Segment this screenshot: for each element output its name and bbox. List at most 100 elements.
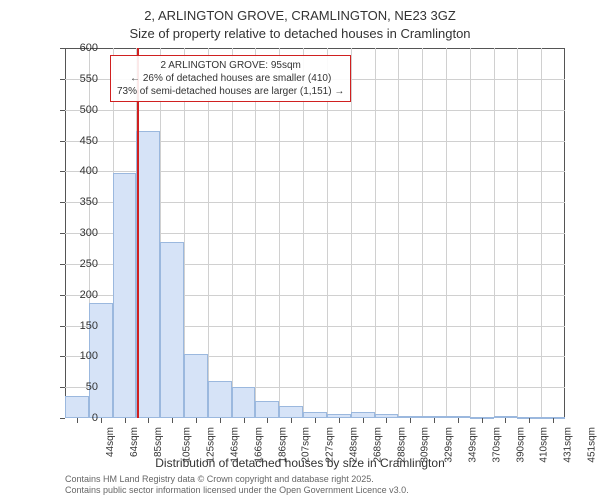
y-tick-mark <box>60 356 65 357</box>
grid-line-h <box>65 110 565 111</box>
x-tick-label: 268sqm <box>372 427 383 463</box>
x-tick-label: 309sqm <box>420 427 431 463</box>
x-tick-label: 44sqm <box>105 427 116 457</box>
marker-line <box>137 48 139 418</box>
grid-line-v <box>327 48 328 418</box>
grid-line-v <box>398 48 399 418</box>
x-tick-label: 370sqm <box>491 427 502 463</box>
x-tick-mark <box>482 418 483 423</box>
x-tick-mark <box>553 418 554 423</box>
y-tick-mark <box>60 264 65 265</box>
x-tick-mark <box>315 418 316 423</box>
annotation-line1: 2 ARLINGTON GROVE: 95sqm <box>117 59 344 72</box>
x-tick-label: 288sqm <box>396 427 407 463</box>
x-tick-mark <box>291 418 292 423</box>
chart-title: 2, ARLINGTON GROVE, CRAMLINGTON, NE23 3G… <box>0 8 600 23</box>
x-tick-mark <box>529 418 530 423</box>
y-tick-mark <box>60 141 65 142</box>
x-tick-label: 207sqm <box>301 427 312 463</box>
annotation-line2: ← 26% of detached houses are smaller (41… <box>117 72 344 85</box>
x-tick-label: 64sqm <box>129 427 140 457</box>
grid-line-v <box>375 48 376 418</box>
y-tick-label: 250 <box>68 258 98 270</box>
x-tick-mark <box>196 418 197 423</box>
histogram-bar <box>160 242 184 418</box>
grid-line-v <box>494 48 495 418</box>
y-tick-label: 300 <box>68 227 98 239</box>
x-tick-mark <box>220 418 221 423</box>
x-tick-label: 349sqm <box>468 427 479 463</box>
x-tick-mark <box>434 418 435 423</box>
x-tick-label: 186sqm <box>277 427 288 463</box>
grid-line-v <box>255 48 256 418</box>
footer-text: Contains HM Land Registry data © Crown c… <box>65 474 409 496</box>
grid-line-v <box>541 48 542 418</box>
x-tick-mark <box>363 418 364 423</box>
x-tick-mark <box>458 418 459 423</box>
x-tick-label: 248sqm <box>349 427 360 463</box>
x-tick-label: 431sqm <box>563 427 574 463</box>
y-tick-label: 450 <box>68 135 98 147</box>
y-tick-mark <box>60 326 65 327</box>
y-tick-mark <box>60 295 65 296</box>
x-tick-mark <box>244 418 245 423</box>
footer-line2: Contains public sector information licen… <box>65 485 409 496</box>
x-tick-label: 146sqm <box>230 427 241 463</box>
histogram-bar <box>255 401 279 418</box>
x-tick-mark <box>410 418 411 423</box>
y-tick-label: 500 <box>68 104 98 116</box>
histogram-bar <box>184 354 208 418</box>
grid-line-v <box>517 48 518 418</box>
x-tick-mark <box>267 418 268 423</box>
y-tick-label: 150 <box>68 320 98 332</box>
chart-container: 2, ARLINGTON GROVE, CRAMLINGTON, NE23 3G… <box>0 0 600 500</box>
x-tick-label: 166sqm <box>253 427 264 463</box>
y-tick-label: 200 <box>68 289 98 301</box>
y-tick-mark <box>60 79 65 80</box>
y-tick-label: 0 <box>68 412 98 424</box>
grid-line-v <box>303 48 304 418</box>
grid-line-v <box>351 48 352 418</box>
grid-line-v <box>470 48 471 418</box>
x-tick-mark <box>148 418 149 423</box>
grid-line-v <box>279 48 280 418</box>
y-tick-mark <box>60 110 65 111</box>
y-tick-label: 600 <box>68 42 98 54</box>
grid-line-v <box>422 48 423 418</box>
histogram-bar <box>136 131 160 418</box>
y-tick-label: 550 <box>68 73 98 85</box>
x-tick-mark <box>339 418 340 423</box>
chart-subtitle: Size of property relative to detached ho… <box>0 26 600 41</box>
x-tick-mark <box>77 418 78 423</box>
y-tick-mark <box>60 233 65 234</box>
x-tick-mark <box>386 418 387 423</box>
x-tick-mark <box>125 418 126 423</box>
x-tick-label: 329sqm <box>444 427 455 463</box>
y-tick-mark <box>60 418 65 419</box>
x-tick-label: 451sqm <box>587 427 598 463</box>
x-tick-label: 85sqm <box>153 427 164 457</box>
grid-line-v <box>446 48 447 418</box>
grid-line-v <box>208 48 209 418</box>
annotation-line3: 73% of semi-detached houses are larger (… <box>117 85 344 98</box>
x-tick-label: 125sqm <box>206 427 217 463</box>
annotation-box: 2 ARLINGTON GROVE: 95sqm ← 26% of detach… <box>110 55 351 102</box>
x-tick-label: 410sqm <box>539 427 550 463</box>
histogram-bar <box>208 381 232 418</box>
x-tick-label: 105sqm <box>182 427 193 463</box>
y-tick-label: 350 <box>68 196 98 208</box>
y-tick-label: 400 <box>68 165 98 177</box>
y-tick-mark <box>60 48 65 49</box>
footer-line1: Contains HM Land Registry data © Crown c… <box>65 474 409 485</box>
x-tick-mark <box>172 418 173 423</box>
x-tick-label: 227sqm <box>325 427 336 463</box>
histogram-bar <box>113 173 137 418</box>
y-tick-mark <box>60 387 65 388</box>
y-tick-mark <box>60 171 65 172</box>
y-tick-label: 100 <box>68 350 98 362</box>
x-tick-mark <box>505 418 506 423</box>
histogram-bar <box>279 406 303 418</box>
histogram-bar <box>232 387 256 418</box>
x-tick-label: 390sqm <box>515 427 526 463</box>
y-tick-mark <box>60 202 65 203</box>
